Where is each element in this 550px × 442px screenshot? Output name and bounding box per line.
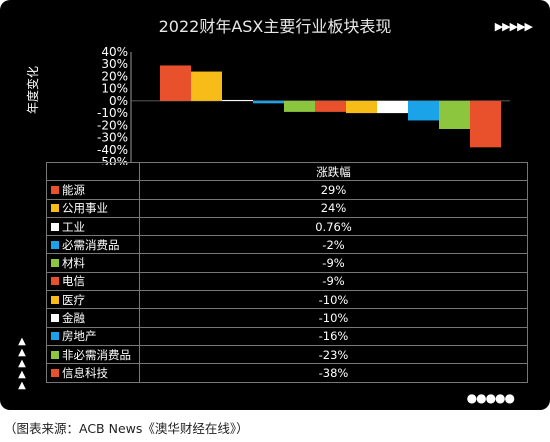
table-row: 非必需消费品 -23% [46,344,528,365]
legend-swatch [51,295,59,304]
table-row: 必需消费品 -2% [46,235,528,255]
y-tick-label: 40% [101,45,128,59]
category-label: 工业 [62,219,85,234]
legend-swatch [51,240,59,249]
y-tick-label: -20% [97,118,128,132]
bar-8 [377,100,408,114]
category-cell: 公用事业 [46,198,140,218]
y-tick-label: -50% [97,155,128,165]
category-cell: 能源 [46,180,140,200]
table-row: 信息科技 -38% [46,363,528,383]
bar-1 [160,65,191,101]
y-tick-label: -40% [97,143,128,157]
table-row: 房地产 -16% [46,326,528,346]
bar-2 [191,71,222,101]
bar-9 [408,100,439,121]
bar-11 [470,100,501,148]
category-cell: 非必需消费品 [46,344,140,365]
chart-panel: 2022财年ASX主要行业板块表现 ▶▶▶▶▶ 年度变化 40% 30% 20% 10… [0,0,550,410]
table-row: 工业 0.76% [46,216,528,237]
arrow-up-icon: ▲ [18,347,26,358]
category-label: 必需消费品 [62,237,120,252]
dots-icon: ●●●●● [466,391,515,405]
category-label: 电信 [62,274,85,289]
category-cell: 房地产 [46,326,140,346]
value-cell: 0.76% [139,216,528,237]
table-row: 公用事业 24% [46,198,528,218]
table-row: 材料 -9% [46,253,528,273]
table-row: 电信 -9% [46,271,528,292]
value-cell: -38% [139,363,528,383]
bar-chart: 40%30%20%10%0%-10%-20%-30%-40%-50% [97,45,510,165]
legend-swatch [51,222,59,231]
data-table: 涨跌幅 能源 29% 公用事业 24% 工业 0.76% 必需消费品 -2% 材料 -9% 电信 -9… [46,161,528,383]
y-tick-label: 10% [101,82,128,96]
category-label: 非必需消费品 [62,347,131,362]
legend-swatch [51,368,59,377]
bar-6 [315,100,346,112]
bar-7 [346,100,377,114]
value-cell: -10% [139,308,528,328]
value-cell: -9% [139,253,528,273]
bar-4 [253,100,284,104]
legend-swatch [51,259,59,268]
legend-swatch [51,277,59,286]
table-row: 医疗 -10% [46,290,528,310]
bar-10 [439,100,470,129]
arrows-up-icon: ▲ ▲ ▲ ▲ ▲ [15,336,29,391]
value-cell: -9% [139,271,528,292]
category-cell: 工业 [46,216,140,237]
chart-title: 2022财年ASX主要行业板块表现 [158,17,392,36]
value-cell: 29% [139,180,528,200]
table-header-empty [46,161,140,182]
value-cell: -23% [139,344,528,365]
table-body: 能源 29% 公用事业 24% 工业 0.76% 必需消费品 -2% 材料 -9% 电信 -9% 医疗 -… [46,180,528,383]
category-label: 医疗 [62,292,85,307]
legend-swatch [51,204,59,213]
value-cell: -16% [139,326,528,346]
category-cell: 电信 [46,271,140,292]
arrow-up-icon: ▲ [18,380,26,391]
legend-swatch [51,332,59,341]
y-tick-label: 0% [109,94,128,108]
value-cell: 24% [139,198,528,218]
legend-swatch [51,350,59,359]
table-header-change: 涨跌幅 [139,161,528,182]
category-label: 金融 [62,311,85,326]
bar-3 [222,99,253,101]
bar-5 [284,100,315,112]
category-cell: 材料 [46,253,140,273]
value-cell: -10% [139,290,528,310]
legend-swatch [51,185,59,194]
category-label: 公用事业 [62,201,108,216]
category-cell: 医疗 [46,290,140,310]
source-note: （图表来源：ACB News《澳华财经在线》） [4,421,249,436]
value-cell: -2% [139,235,528,255]
arrow-up-icon: ▲ [18,358,26,369]
y-tick-label: -30% [97,131,128,145]
table-header-row: 涨跌幅 [46,161,528,182]
arrows-right-icon: ▶▶▶▶▶ [494,20,533,33]
category-cell: 必需消费品 [46,235,140,255]
legend-swatch [51,314,59,323]
y-tick-label: -10% [97,106,128,120]
category-cell: 信息科技 [46,363,140,383]
table-row: 能源 29% [46,180,528,200]
y-tick-label: 30% [101,57,128,71]
y-tick-label: 20% [101,69,128,83]
category-label: 房地产 [62,329,97,344]
arrow-up-icon: ▲ [18,336,26,347]
category-cell: 金融 [46,308,140,328]
category-label: 材料 [62,256,85,271]
table-row: 金融 -10% [46,308,528,328]
category-label: 能源 [62,182,85,197]
category-label: 信息科技 [62,365,108,380]
arrow-up-icon: ▲ [18,369,26,380]
